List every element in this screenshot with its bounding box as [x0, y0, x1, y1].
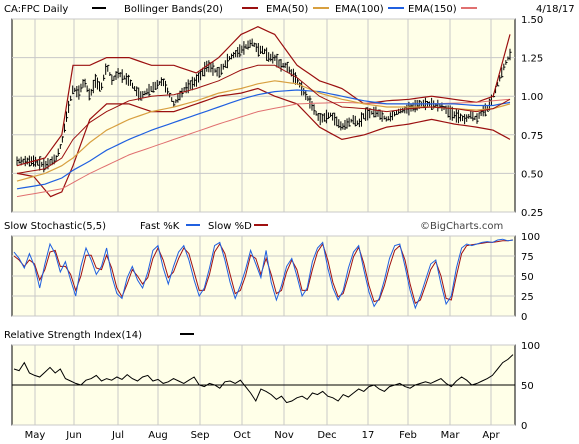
bollinger-upper	[16, 26, 511, 167]
legend-bollinger: Bollinger Bands(20)	[124, 4, 223, 15]
y-tick-label: 1.00	[521, 92, 543, 103]
rsi-title: Relative Strength Index(14)	[4, 330, 142, 341]
rsi-line	[13, 354, 514, 404]
stochastic-panel: Slow Stochastic(5,5) Fast %K Slow %D ©Bi…	[4, 221, 540, 323]
price-grid	[12, 18, 515, 213]
y-tick-label: 1.25	[521, 54, 543, 65]
y-tick-label: 50	[521, 272, 534, 283]
x-tick-label: 17	[362, 430, 375, 441]
bollinger-lower	[16, 87, 511, 198]
y-tick-label: 1.50	[521, 15, 543, 26]
y-tick-label: 0.25	[521, 208, 543, 219]
stoch-lines	[13, 238, 514, 310]
ema150-line	[16, 89, 511, 190]
stoch-grid	[12, 235, 515, 317]
legend-ema150: EMA(150)	[408, 4, 457, 15]
price-panel-bg	[11, 18, 516, 213]
stoch-fast-line	[13, 238, 514, 310]
watermark: ©BigCharts.com	[420, 221, 503, 232]
legend-ema50: EMA(50)	[266, 4, 308, 15]
chart-date: 4/18/17	[536, 4, 575, 15]
x-tick-label: Mar	[441, 430, 461, 441]
x-tick-label: Jul	[111, 430, 124, 441]
y-tick-label: 25	[521, 292, 534, 303]
ema50-line	[16, 64, 511, 174]
price-lines	[16, 26, 511, 198]
price-y-ticks: 1.50 1.25 1.00 0.75 0.50 0.25	[521, 15, 543, 219]
y-tick-label: 0.50	[521, 169, 543, 180]
y-tick-label: 100	[521, 341, 540, 352]
x-tick-label: Jun	[65, 430, 82, 441]
legend-ema100: EMA(100)	[335, 4, 384, 15]
x-axis-labels: May Jun Jul Aug Sep Oct Nov Dec 17 Feb Mar Apr	[25, 430, 501, 441]
rsi-y-ticks: 100 50 0	[521, 341, 540, 432]
y-tick-label: 0	[521, 421, 527, 432]
y-tick-label: 100	[521, 232, 540, 243]
symbol-label: CA:FPC Daily	[4, 4, 68, 15]
x-tick-label: Feb	[399, 430, 417, 441]
stoch-y-ticks: 100 75 50 25 0	[521, 232, 540, 323]
y-tick-label: 75	[521, 252, 534, 263]
chart-header: CA:FPC Daily Bollinger Bands(20) EMA(50)…	[4, 4, 575, 15]
x-tick-label: Sep	[191, 430, 210, 441]
x-tick-label: Dec	[317, 430, 336, 441]
price-panel: 1.50 1.25 1.00 0.75 0.50 0.25	[11, 15, 543, 219]
stoch-title: Slow Stochastic(5,5)	[4, 221, 106, 232]
x-tick-label: Apr	[482, 430, 500, 441]
stoch-slow-label: Slow %D	[208, 221, 252, 232]
x-tick-label: Oct	[233, 430, 250, 441]
stoch-fast-label: Fast %K	[140, 221, 180, 232]
y-tick-label: 50	[521, 381, 534, 392]
y-tick-label: 0	[521, 312, 527, 323]
x-tick-label: May	[25, 430, 46, 441]
x-tick-label: Aug	[148, 430, 168, 441]
x-tick-label: Nov	[274, 430, 294, 441]
rsi-panel: Relative Strength Index(14) 100 50 0	[4, 330, 540, 432]
y-tick-label: 0.75	[521, 131, 543, 142]
rsi-lines	[12, 354, 515, 404]
